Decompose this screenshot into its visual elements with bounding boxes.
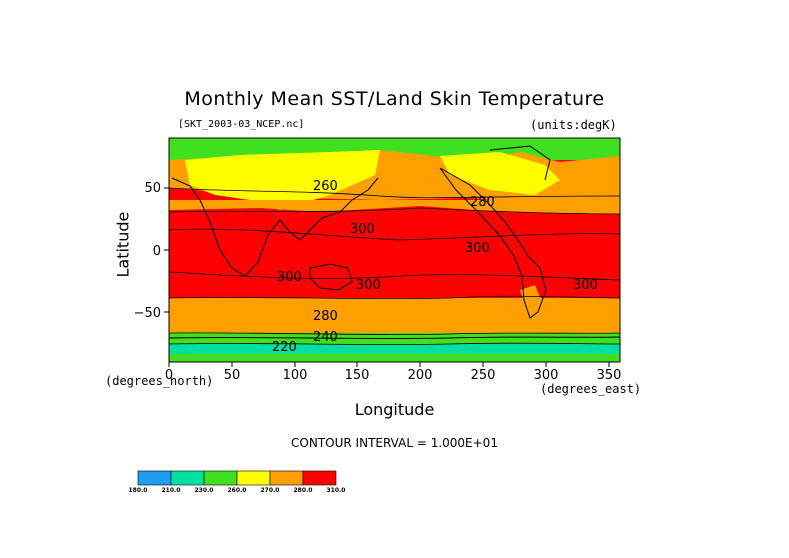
colorbar-swatch <box>269 470 304 486</box>
y-ticks <box>164 187 169 313</box>
contour-label: 280 <box>313 309 338 324</box>
x-coord-label: (degrees_east) <box>540 382 642 396</box>
band-south-mid <box>169 298 620 333</box>
x-tick-label: 150 <box>345 368 370 383</box>
y-tick-label: −50 <box>134 306 161 321</box>
contour-label: 260 <box>313 179 338 194</box>
colorbar-label: 270.0 <box>261 487 280 494</box>
contour-label: 300 <box>356 278 381 293</box>
contour-line <box>168 332 621 335</box>
contour-labels: 260 280 300 300 300 300 300 280 220 240 <box>272 179 598 355</box>
coastlines <box>168 145 621 340</box>
contour-line <box>168 228 621 241</box>
colorbar-label: 210.0 <box>162 487 181 494</box>
x-tick-label: 0 <box>165 368 173 383</box>
contour-label: 220 <box>272 340 297 355</box>
x-tick-label: 50 <box>224 368 241 383</box>
band-north-transition <box>169 200 620 214</box>
contour-label: 300 <box>277 270 302 285</box>
coastline-australia <box>309 263 353 291</box>
contour-line <box>168 271 621 281</box>
temperature-field <box>169 138 620 362</box>
colorbar-label: 310.0 <box>327 487 346 494</box>
file-name: [SKT_2003-03_NCEP.nc] <box>178 119 305 130</box>
x-tick-label: 200 <box>408 368 433 383</box>
contour-label: 240 <box>313 330 338 345</box>
coastline-antarctica <box>168 336 621 340</box>
band-namerica-cold <box>440 152 560 195</box>
coastline-americas <box>439 167 547 319</box>
x-ticks <box>168 362 610 367</box>
colorbar-label: 260.0 <box>228 487 247 494</box>
coastline-greenland <box>489 145 551 181</box>
colorbar-label: 280.0 <box>294 487 313 494</box>
colorbar-swatch <box>137 470 172 486</box>
contour-line <box>168 187 621 199</box>
x-tick-label: 300 <box>534 368 559 383</box>
x-axis-label: Longitude <box>354 400 435 419</box>
coastline <box>171 177 379 277</box>
chart-title: Monthly Mean SST/Land Skin Temperature <box>184 88 605 110</box>
x-tick-label: 350 <box>597 368 622 383</box>
contour-label: 300 <box>350 222 375 237</box>
units-label: (units:degK) <box>530 118 617 132</box>
colorbar-swatch <box>203 470 238 486</box>
y-tick-label: 0 <box>153 244 161 259</box>
colorbar-label: 230.0 <box>195 487 214 494</box>
contour-label: 300 <box>465 241 490 256</box>
y-coord-label: (degrees_north) <box>105 374 214 388</box>
contour-lines <box>168 187 621 345</box>
colorbar-swatch <box>302 470 337 486</box>
colorbar-swatch <box>170 470 205 486</box>
contour-line <box>168 295 621 299</box>
colorbar-swatch <box>236 470 271 486</box>
contour-interval: CONTOUR INTERVAL = 1.000E+01 <box>291 436 498 450</box>
band-antarctic-cold <box>169 344 620 354</box>
band-eurasia-cold <box>185 150 380 210</box>
contour-label: 280 <box>470 195 495 210</box>
colorbar-label: 180.0 <box>129 487 148 494</box>
y-axis-label: Latitude <box>113 211 133 278</box>
contour-line <box>168 207 621 215</box>
x-tick-label: 250 <box>471 368 496 383</box>
x-tick-label: 100 <box>283 368 308 383</box>
colorbar: 180.0 210.0 230.0 260.0 270.0 280.0 310.0 <box>129 470 346 494</box>
contour-line <box>168 342 621 345</box>
contour-label: 300 <box>573 278 598 293</box>
y-tick-label: 50 <box>144 181 161 196</box>
